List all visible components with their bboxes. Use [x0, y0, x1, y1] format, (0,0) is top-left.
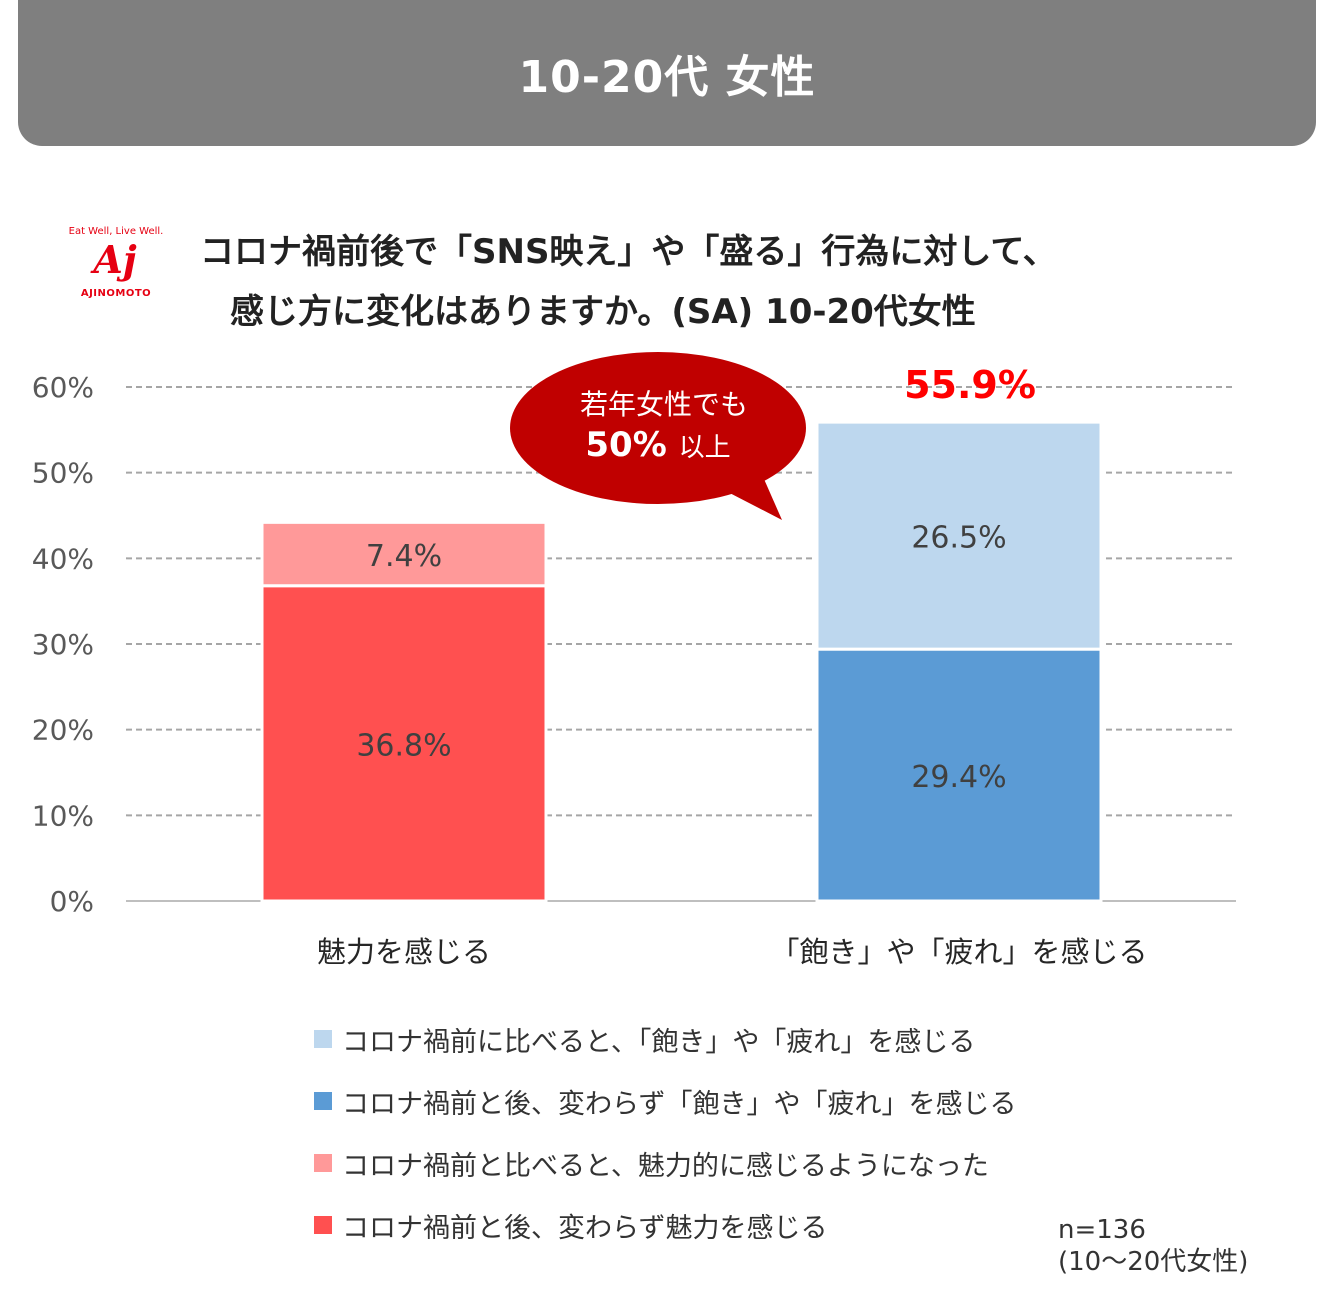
legend: コロナ禍前に比べると、「飽き」や「疲れ」を感じるコロナ禍前と後、変わらず「飽き」…	[314, 1008, 1034, 1256]
callout-tail	[720, 470, 782, 520]
legend-label: コロナ禍前に比べると、「飽き」や「疲れ」を感じる	[342, 1026, 976, 1058]
legend-item: コロナ禍前と後、変わらず魅力を感じる	[314, 1194, 1034, 1256]
callout-suffix: 以上	[679, 433, 731, 463]
header-bar: 10-20代 女性	[18, 0, 1316, 146]
label-layer: 0% 10% 20% 30% 40% 50% 60% 36.8% 7.4% 29.4% 26.5% 魅…	[32, 363, 1148, 969]
legend-item: コロナ禍前と比べると、魅力的に感じるようになった	[314, 1132, 1034, 1194]
y-tick-label: 30%	[32, 628, 94, 661]
callout-bubble	[510, 352, 806, 504]
chart-title-line1: コロナ禍前後で「SNS映え」や「盛る」行為に対して、	[200, 232, 1057, 272]
sample-group: (10〜20代女性)	[1058, 1247, 1249, 1277]
logo-mark: Aj	[93, 237, 137, 282]
legend-label: コロナ禍前と比べると、魅力的に感じるようになった	[342, 1150, 989, 1182]
bar-segment	[815, 420, 1103, 651]
sample-size: n=136	[1058, 1215, 1146, 1245]
logo-name: AJINOMOTO	[80, 288, 152, 299]
callout-line1: 若年女性でも	[580, 388, 748, 421]
legend-swatch	[314, 1154, 332, 1172]
legend-item: コロナ禍前と後、変わらず「飽き」や「疲れ」を感じる	[314, 1070, 1034, 1132]
category-label: 「飽き」や「疲れ」を感じる	[770, 935, 1147, 969]
legend-swatch	[314, 1216, 332, 1234]
bar-segment	[260, 520, 548, 588]
legend-item: コロナ禍前に比べると、「飽き」や「疲れ」を感じる	[314, 1008, 1034, 1070]
ajinomoto-logo: Eat Well, Live Well. Aj AJINOMOTO	[58, 226, 174, 308]
y-tick-label: 20%	[32, 714, 94, 747]
chart-title: コロナ禍前後で「SNS映え」や「盛る」行為に対して、 感じ方に変化はありますか。…	[200, 222, 1080, 342]
category-label: 魅力を感じる	[317, 935, 491, 969]
bar-segment	[815, 647, 1103, 903]
data-label: 26.5%	[911, 521, 1006, 556]
data-label: 29.4%	[911, 760, 1006, 795]
y-tick-label: 40%	[32, 542, 94, 575]
sample-note: n=136 (10〜20代女性)	[1058, 1214, 1248, 1278]
bar-segment	[260, 584, 548, 903]
legend-label: コロナ禍前と後、変わらず魅力を感じる	[342, 1212, 828, 1244]
callout-line2: 50% 以上	[585, 425, 730, 465]
callout-layer: 若年女性でも 50% 以上	[510, 352, 806, 520]
y-tick-label: 0%	[50, 885, 94, 918]
y-tick-label: 50%	[32, 457, 94, 490]
y-tick-label: 10%	[32, 799, 94, 832]
data-label: 7.4%	[366, 539, 442, 574]
legend-swatch	[314, 1092, 332, 1110]
header-title: 10-20代 女性	[518, 52, 816, 103]
data-label: 36.8%	[356, 728, 451, 763]
legend-swatch	[314, 1030, 332, 1048]
callout-strong: 50%	[585, 425, 678, 465]
logo-tagline: Eat Well, Live Well.	[68, 226, 164, 237]
y-tick-label: 60%	[32, 371, 94, 404]
legend-label: コロナ禍前と後、変わらず「飽き」や「疲れ」を感じる	[342, 1088, 1017, 1120]
chart-title-line2: 感じ方に変化はありますか。(SA) 10-20代女性	[230, 292, 976, 332]
stacked-bar-chart: 0% 10% 20% 30% 40% 50% 60% 36.8% 7.4% 29.4% 26.5% 魅…	[32, 352, 1236, 969]
bar-layer	[260, 420, 1103, 903]
total-label: 55.9%	[904, 363, 1036, 407]
